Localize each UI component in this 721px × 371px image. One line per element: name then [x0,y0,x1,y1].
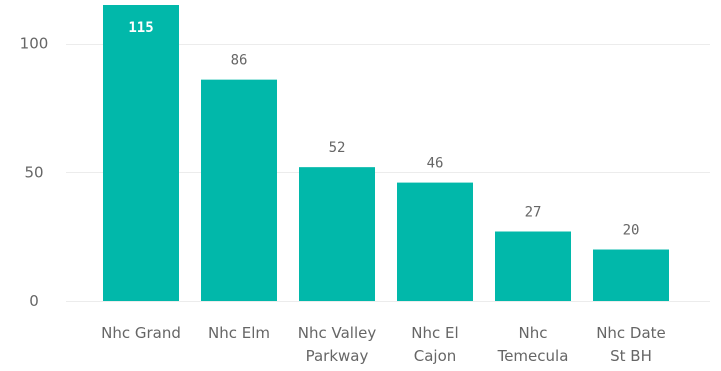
bar [103,5,179,301]
x-category-label: Nhc El [411,324,458,342]
y-tick-label: 50 [24,163,43,181]
x-category-label: Nhc Date [596,324,666,342]
y-tick-label: 0 [29,292,39,310]
x-category-label: Temecula [497,347,569,365]
bar [593,249,669,301]
bar [201,79,277,301]
bars [103,5,669,301]
x-category-label: Cajon [414,347,457,365]
bar [495,231,571,301]
data-label: 46 [427,156,444,172]
y-tick-label: 100 [20,35,49,53]
data-label: 115 [128,20,153,36]
x-category-label: Nhc Elm [208,324,270,342]
bar [397,182,473,301]
bar [299,167,375,301]
data-labels: 115 86 52 46 27 20 [128,20,639,239]
x-category-label: Nhc Grand [101,324,181,342]
data-label: 27 [525,205,542,221]
x-category-label: Parkway [306,347,369,365]
data-label: 52 [329,140,346,156]
x-category-label: Nhc Valley [298,324,377,342]
data-label: 86 [231,53,248,69]
data-label: 20 [623,223,640,239]
x-axis-categories: Nhc Grand Nhc Elm Nhc Valley Parkway Nhc El C… [101,324,666,365]
x-category-label: Nhc [519,324,548,342]
y-axis-ticks: 0 50 100 [20,35,49,310]
x-category-label: St BH [610,347,652,365]
